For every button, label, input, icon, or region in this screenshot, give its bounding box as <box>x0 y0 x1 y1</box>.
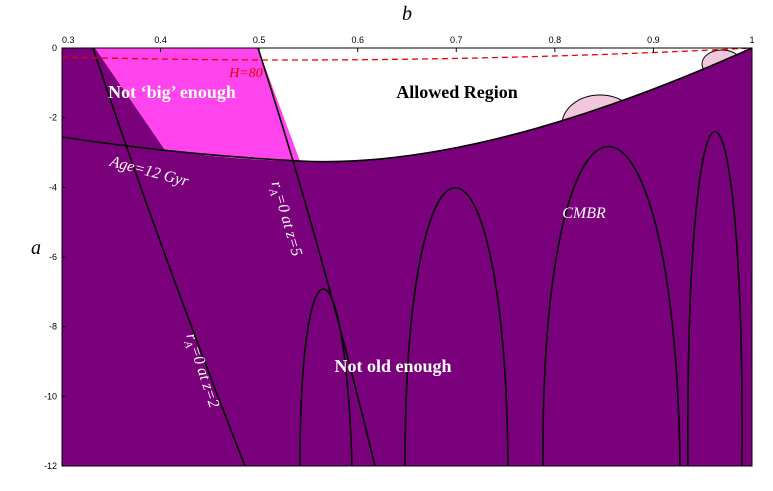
annotation-part: A <box>181 339 195 350</box>
x-tick-label: 0.3 <box>62 35 75 45</box>
hubble-curve <box>61 47 753 61</box>
annotation: H=80 <box>228 66 263 81</box>
annotation: Allowed Region <box>396 82 518 102</box>
x-tick-label: 0.5 <box>253 35 266 45</box>
age-curve <box>61 47 753 163</box>
annotation-part: r <box>182 331 200 343</box>
y-tick-label: -4 <box>49 182 57 192</box>
annotation-part: A <box>266 187 280 198</box>
annotation: CMBR <box>562 205 606 222</box>
ra-z5-curve <box>257 47 376 467</box>
annotation: Not old enough <box>334 356 451 376</box>
y-tick-label: 0 <box>52 43 57 53</box>
x-tick-label: 0.4 <box>154 35 167 45</box>
x-tick-label: 1 <box>749 35 754 45</box>
x-tick-label: 0.8 <box>549 35 562 45</box>
y-tick-label: -10 <box>44 391 57 401</box>
x-axis-label: b <box>402 3 412 25</box>
not-big-region <box>95 48 300 161</box>
arch <box>299 288 353 467</box>
y-tick-label: -8 <box>49 322 57 332</box>
ra-z2-curve <box>92 47 246 467</box>
annotation-part: r <box>268 179 286 190</box>
x-tick-label: 0.6 <box>351 35 364 45</box>
excluded-region <box>62 48 752 466</box>
arch <box>404 186 509 467</box>
y-axis-label: a <box>31 237 41 259</box>
annotation: Not ‘big’ enough <box>108 82 236 102</box>
x-tick-label: 0.7 <box>450 35 463 45</box>
y-tick-label: -6 <box>49 252 57 262</box>
x-tick-label: 0.9 <box>647 35 660 45</box>
arch <box>542 145 681 467</box>
arch <box>687 131 743 467</box>
y-tick-label: -2 <box>49 113 57 123</box>
y-tick-label: -12 <box>44 461 57 471</box>
